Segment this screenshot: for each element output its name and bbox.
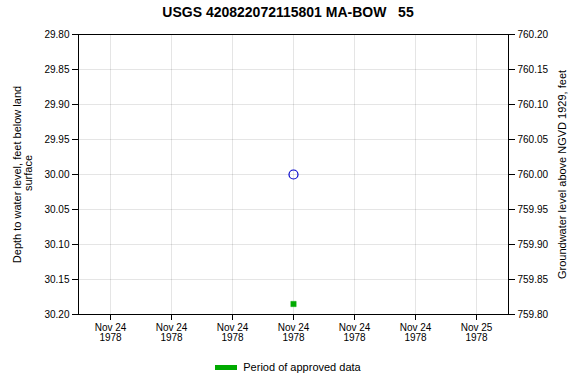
svg-text:Nov 251978: Nov 251978 <box>461 322 493 343</box>
svg-text:Nov 241978: Nov 241978 <box>95 322 127 343</box>
svg-text:Depth to water level, feet bel: Depth to water level, feet below land su… <box>11 86 34 263</box>
svg-text:Nov 241978: Nov 241978 <box>278 322 310 343</box>
svg-text:760.15: 760.15 <box>518 64 549 75</box>
svg-text:760.20: 760.20 <box>518 29 549 40</box>
svg-text:30.15: 30.15 <box>44 274 69 285</box>
svg-text:759.90: 759.90 <box>518 239 549 250</box>
svg-text:Nov 241978: Nov 241978 <box>339 322 371 343</box>
svg-text:30.05: 30.05 <box>44 204 69 215</box>
svg-text:Nov 241978: Nov 241978 <box>400 322 432 343</box>
html-text:Period of approved data: Period of approved data <box>243 361 361 373</box>
svg-text:759.95: 759.95 <box>518 204 549 215</box>
svg-text:29.90: 29.90 <box>44 99 69 110</box>
svg-text:Nov 241978: Nov 241978 <box>217 322 249 343</box>
svg-text:759.80: 759.80 <box>518 309 549 320</box>
svg-text:760.05: 760.05 <box>518 134 549 145</box>
svg-text:29.80: 29.80 <box>44 29 69 40</box>
svg-text:30.20: 30.20 <box>44 309 69 320</box>
svg-text:29.85: 29.85 <box>44 64 69 75</box>
svg-text:29.95: 29.95 <box>44 134 69 145</box>
svg-text:760.00: 760.00 <box>518 169 549 180</box>
svg-text:Nov 241978: Nov 241978 <box>156 322 188 343</box>
svg-text:30.00: 30.00 <box>44 169 69 180</box>
svg-text:Groundwater level above NGVD 1: Groundwater level above NGVD 1929, feet <box>556 70 568 279</box>
svg-text:30.10: 30.10 <box>44 239 69 250</box>
svg-text:759.85: 759.85 <box>518 274 549 285</box>
html-text:USGS 420822072115801 MA-BOW 55: USGS 420822072115801 MA-BOW 55 <box>162 4 414 20</box>
svg-text:760.10: 760.10 <box>518 99 549 110</box>
